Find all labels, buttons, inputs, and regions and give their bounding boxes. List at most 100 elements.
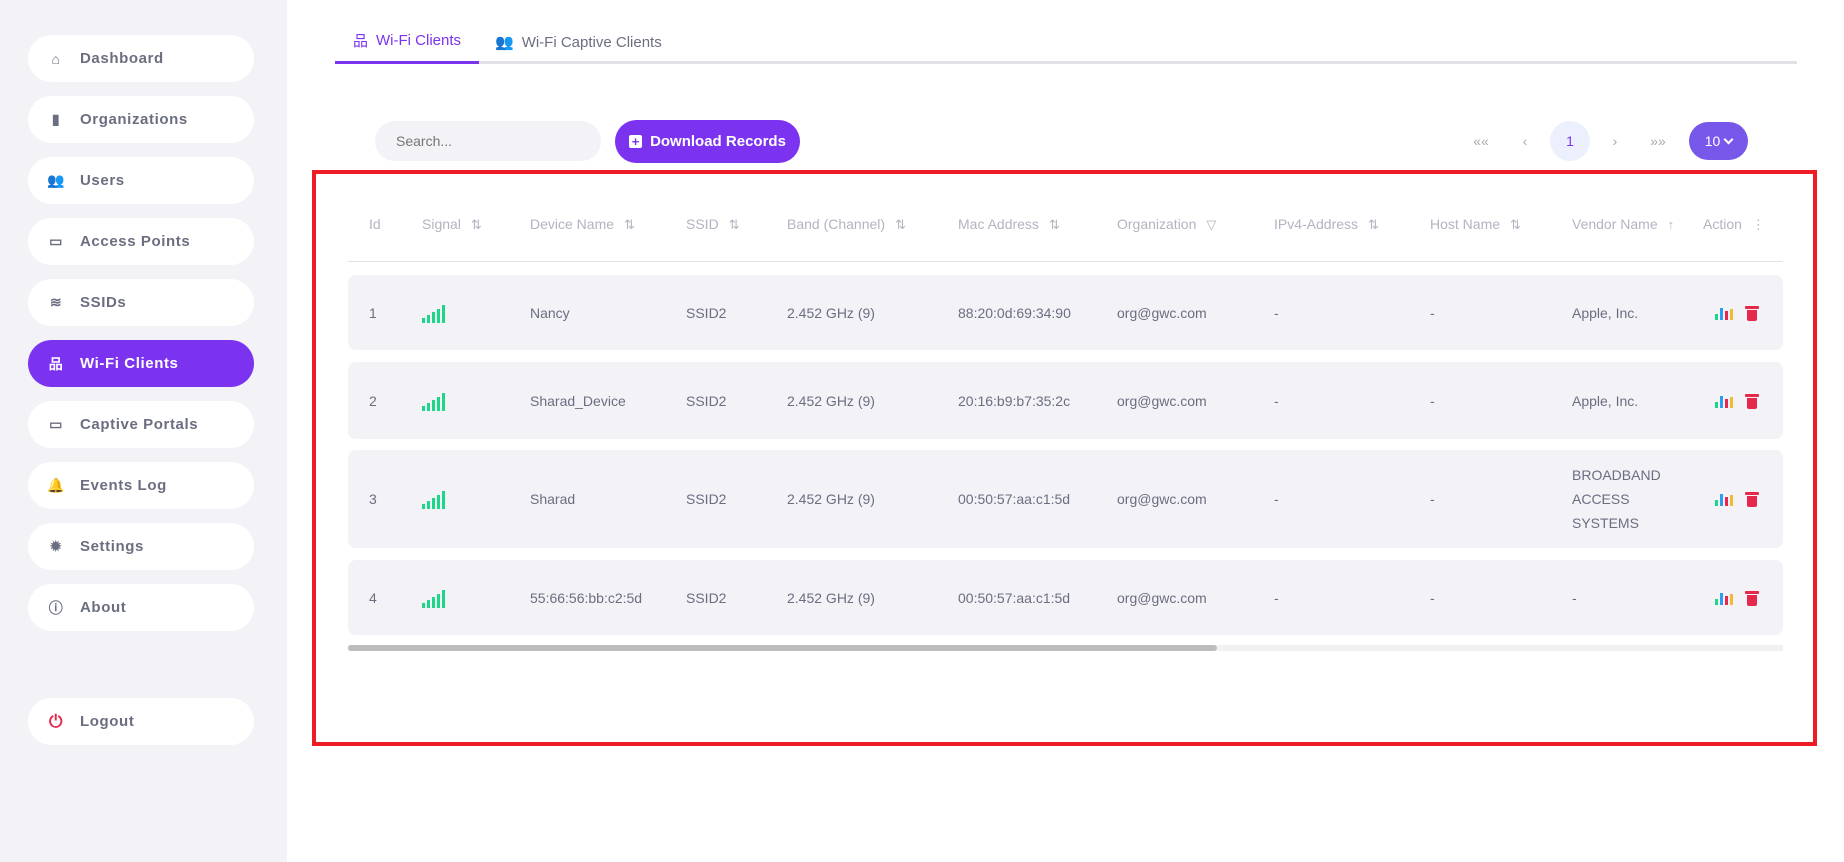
actions — [1715, 590, 1759, 606]
sidebar-item-label: Users — [80, 172, 125, 189]
column-header-mac-address[interactable]: Mac Address ⇅ — [958, 216, 1060, 232]
sidebar-item-wi-fi-clients[interactable]: 品 Wi-Fi Clients — [28, 340, 254, 387]
cell-id: 2 — [369, 392, 377, 409]
prev-page-button[interactable]: ‹ — [1522, 133, 1528, 149]
users-icon: 👥 — [495, 34, 514, 51]
delete-icon[interactable] — [1745, 590, 1759, 606]
sort-icon[interactable]: ⇅ — [1048, 217, 1060, 232]
sort-icon[interactable]: ⇅ — [728, 217, 740, 232]
search-input[interactable] — [375, 121, 601, 161]
sort-icon[interactable]: ⇅ — [624, 217, 635, 232]
tab-bar: 品 Wi-Fi Clients 👥 Wi-Fi Captive Clients — [335, 20, 1797, 64]
highlight-box — [312, 170, 1817, 746]
table-row: 4 55:66:56:bb:c2:5d SSID2 2.452 GHz (9) 00:5… — [348, 560, 1783, 635]
column-header-ssid[interactable]: SSID ⇅ — [686, 216, 740, 232]
users-icon: 👥 — [46, 172, 66, 188]
table-header: Id Signal ⇅ Device Name ⇅ SSID ⇅ Band (Channel)… — [348, 200, 1783, 262]
delete-icon[interactable] — [1745, 305, 1759, 321]
column-header-ipv4-address[interactable]: IPv4-Address ⇅ — [1274, 216, 1379, 232]
column-header-id[interactable]: Id — [369, 216, 381, 232]
cell-org: org@gwc.com — [1117, 304, 1207, 321]
cell-ssid: SSID2 — [686, 491, 727, 507]
column-header-signal[interactable]: Signal ⇅ — [422, 216, 482, 232]
table-row: 1 Nancy SSID2 2.452 GHz (9) 88:20:0d:69:34:9… — [348, 275, 1783, 350]
cell-mac: 00:50:57:aa:c1:5d — [958, 491, 1071, 507]
sidebar-item-label: SSIDs — [80, 294, 127, 311]
horizontal-scrollbar[interactable] — [348, 645, 1783, 651]
sidebar-item-captive-portals[interactable]: ▭ Captive Portals — [28, 401, 254, 448]
cell-band: 2.452 GHz (9) — [787, 589, 875, 606]
column-header-device-name[interactable]: Device Name ⇅ — [530, 216, 635, 232]
tab-wifi-captive-clients[interactable]: 👥 Wi-Fi Captive Clients — [495, 33, 662, 52]
sidebar-item-events-log[interactable]: 🔔 Events Log — [28, 462, 254, 509]
sort-icon[interactable]: ⇅ — [470, 217, 482, 232]
signal-strength-icon — [422, 303, 445, 323]
last-page-button[interactable]: »» — [1650, 133, 1666, 149]
cell-vendor: Apple, Inc. — [1572, 392, 1639, 409]
cell-vendor: - — [1572, 589, 1577, 606]
page-size-select[interactable]: 10 — [1689, 122, 1748, 160]
network-icon: 品 — [352, 33, 368, 50]
signal-strength-icon — [422, 391, 445, 411]
table-row: 2 Sharad_Device SSID2 2.452 GHz (9) 20:16:b9… — [348, 362, 1783, 439]
cell-vendor: Apple, Inc. — [1572, 304, 1639, 321]
sort-icon[interactable]: ↑ — [1667, 217, 1675, 232]
cell-device: Sharad_Device — [530, 392, 626, 409]
column-header-action[interactable]: Action ⋮ — [1703, 216, 1765, 232]
sidebar-item-label: Events Log — [80, 477, 167, 494]
cell-ipv4: - — [1274, 589, 1279, 606]
page-1-button[interactable]: 1 — [1550, 121, 1590, 161]
sort-icon[interactable]: ⇅ — [1510, 217, 1521, 232]
sidebar-item-label: Settings — [80, 538, 144, 555]
more-icon[interactable]: ⋮ — [1751, 217, 1765, 232]
sort-icon[interactable]: ⇅ — [895, 217, 906, 232]
sidebar-item-settings[interactable]: ✹ Settings — [28, 523, 254, 570]
devices-icon: ▭ — [49, 233, 63, 249]
cell-id: 3 — [369, 491, 377, 507]
cell-host: - — [1430, 589, 1435, 606]
statistics-icon[interactable] — [1715, 492, 1733, 506]
cell-id: 1 — [369, 304, 377, 321]
scrollbar-thumb[interactable] — [348, 645, 1217, 651]
cell-host: - — [1430, 491, 1435, 507]
column-header-host-name[interactable]: Host Name ⇅ — [1430, 216, 1521, 232]
cell-ssid: SSID2 — [686, 304, 727, 321]
column-header-band-channel-[interactable]: Band (Channel) ⇅ — [787, 216, 906, 232]
tab-wifi-clients[interactable]: 品 Wi-Fi Clients — [335, 20, 479, 64]
network-icon: 品 — [48, 355, 64, 372]
statistics-icon[interactable] — [1715, 394, 1733, 408]
cell-ipv4: - — [1274, 392, 1279, 409]
cell-band: 2.452 GHz (9) — [787, 491, 875, 507]
cell-mac: 20:16:b9:b7:35:2c — [958, 392, 1071, 409]
statistics-icon[interactable] — [1715, 591, 1733, 605]
cell-band: 2.452 GHz (9) — [787, 304, 875, 321]
first-page-button[interactable]: «« — [1473, 133, 1489, 149]
cell-org: org@gwc.com — [1117, 589, 1207, 606]
statistics-icon[interactable] — [1715, 306, 1733, 320]
sidebar-item-access-points[interactable]: ▭ Access Points — [28, 218, 254, 265]
sidebar-item-about[interactable]: ⓘ About — [28, 584, 254, 631]
column-header-organization[interactable]: Organization ▽ — [1117, 216, 1217, 232]
column-header-vendor-name[interactable]: Vendor Name ↑ — [1572, 216, 1675, 232]
cell-org: org@gwc.com — [1117, 392, 1207, 409]
delete-icon[interactable] — [1745, 491, 1759, 507]
sidebar-item-organizations[interactable]: ▮ Organizations — [28, 96, 254, 143]
plus-square-icon: + — [629, 135, 643, 148]
sort-icon[interactable]: ⇅ — [1368, 217, 1379, 232]
sidebar: ⌂ Dashboard ▮ Organizations 👥 Users ▭ Access Po… — [0, 0, 287, 862]
cell-org: org@gwc.com — [1117, 491, 1207, 507]
download-records-button[interactable]: + Download Records — [615, 120, 800, 163]
monitor-icon: ▭ — [49, 416, 63, 432]
delete-icon[interactable] — [1745, 393, 1759, 409]
filter-icon[interactable]: ▽ — [1206, 217, 1217, 232]
sidebar-item-dashboard[interactable]: ⌂ Dashboard — [28, 35, 254, 82]
table-row: 3 Sharad SSID2 2.452 GHz (9) 00:50:57:aa:c1:… — [348, 450, 1783, 548]
sidebar-item-label: About — [80, 599, 127, 616]
sidebar-item-users[interactable]: 👥 Users — [28, 157, 254, 204]
cell-ssid: SSID2 — [686, 589, 727, 606]
signal-strength-icon — [422, 489, 445, 509]
actions — [1715, 393, 1759, 409]
sidebar-item-ssids[interactable]: ≋ SSIDs — [28, 279, 254, 326]
logout-button[interactable]: ⏻ Logout — [28, 698, 254, 745]
next-page-button[interactable]: › — [1612, 133, 1618, 149]
